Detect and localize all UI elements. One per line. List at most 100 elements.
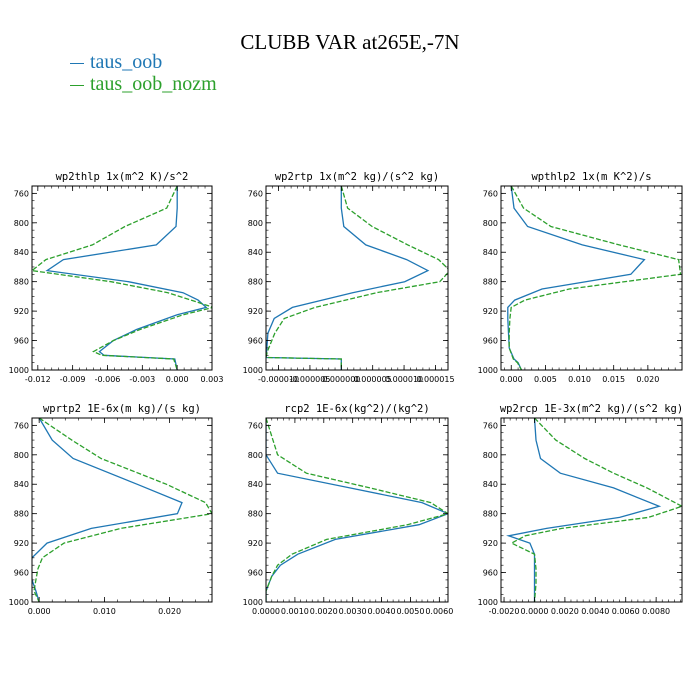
y-tick-label: 960 bbox=[248, 569, 263, 578]
y-tick-label: 1000 bbox=[478, 598, 498, 607]
x-tick-label: 0.000 bbox=[166, 375, 189, 384]
chart-title: wp2rtp 1x(m^2 kg)/(s^2 kg) bbox=[275, 171, 439, 183]
series-line-taus-oob bbox=[32, 418, 183, 602]
x-tick-label: 0.020 bbox=[158, 607, 181, 616]
y-tick-label: 760 bbox=[248, 189, 263, 198]
x-tick-label: 0.010 bbox=[568, 375, 591, 384]
series-line-taus-oob bbox=[507, 186, 646, 370]
x-tick-label: -0.009 bbox=[60, 375, 86, 384]
x-tick-label: -0.003 bbox=[129, 375, 155, 384]
chart-panel-5: wp2rcp 1E-3x(m^2 kg)/(s^2 kg)760 800 840 88… bbox=[478, 403, 684, 616]
x-tick-label: 0.0010 bbox=[281, 607, 309, 616]
chart-panel-3: wprtp2 1E-6x(m kg)/(s kg) 760 800 840 880 920… bbox=[9, 403, 213, 616]
x-tick-label: 0.0060 bbox=[425, 607, 453, 616]
y-tick-label: 920 bbox=[14, 307, 29, 316]
x-tick-label: 0.005 bbox=[534, 375, 557, 384]
legend-item-taus-oob-nozm: taus_oob_nozm bbox=[70, 73, 217, 96]
y-tick-label: 760 bbox=[483, 421, 498, 430]
x-tick-label: -0.0020 bbox=[489, 607, 520, 616]
y-tick-label: 760 bbox=[14, 421, 29, 430]
y-tick-label: 920 bbox=[248, 307, 263, 316]
y-tick-label: 1000 bbox=[243, 366, 263, 375]
chart-title: rcp2 1E-6x(kg^2)/(kg^2) bbox=[284, 403, 429, 415]
x-tick-label: -0.000010 bbox=[258, 375, 299, 384]
x-tick-label: 0.0080 bbox=[642, 607, 670, 616]
x-tick-label: 0.000010 bbox=[385, 375, 423, 384]
y-tick-label: 960 bbox=[248, 337, 263, 346]
y-tick-label: 840 bbox=[483, 480, 498, 489]
series-line-taus-oob bbox=[266, 186, 430, 370]
y-tick-label: 1000 bbox=[243, 598, 263, 607]
y-tick-label: 920 bbox=[483, 307, 498, 316]
legend-label-taus-oob-nozm: taus_oob_nozm bbox=[90, 73, 217, 95]
series-line-taus-oob-nozm bbox=[32, 186, 212, 370]
plot-frame bbox=[500, 417, 683, 603]
chart-panel-2: wpthlp2 1x(m K^2)/s 760 800 840 880 920 960 100… bbox=[478, 171, 683, 384]
chart-title: wp2thlp 1x(m^2 K)/s^2 bbox=[56, 171, 189, 183]
series-line-taus-oob bbox=[506, 418, 662, 602]
y-tick-label: 920 bbox=[248, 539, 263, 548]
legend-label-taus-oob: taus_oob bbox=[90, 51, 163, 73]
chart-panel-0: wp2thlp 1x(m^2 K)/s^2 760 800 840 880 920 960 1… bbox=[9, 171, 224, 384]
y-tick-label: 880 bbox=[483, 510, 498, 519]
figure-title: CLUBB VAR at265E,-7N bbox=[240, 30, 460, 54]
x-tick-label: 0.010 bbox=[93, 607, 116, 616]
x-tick-label: 0.0000 bbox=[252, 607, 280, 616]
y-tick-label: 1000 bbox=[9, 598, 29, 607]
legend-swatch-taus-oob-nozm bbox=[70, 85, 84, 86]
x-tick-label: 0.015 bbox=[602, 375, 625, 384]
y-tick-label: 960 bbox=[483, 337, 498, 346]
chart-panel-1: wp2rtp 1x(m^2 kg)/(s^2 kg) 760 800 840 880 92… bbox=[243, 171, 455, 384]
plot-frame bbox=[265, 417, 449, 603]
legend-swatch-taus-oob bbox=[70, 63, 84, 64]
plot-frame bbox=[500, 185, 683, 371]
series-line-taus-oob bbox=[266, 418, 448, 602]
y-tick-label: 800 bbox=[14, 219, 29, 228]
y-tick-label: 840 bbox=[14, 480, 29, 489]
x-tick-label: 0.0020 bbox=[551, 607, 579, 616]
plot-frame bbox=[265, 185, 449, 371]
y-tick-label: 760 bbox=[483, 189, 498, 198]
chart-title: wp2rcp 1E-3x(m^2 kg)/(s^2 kg) bbox=[500, 403, 683, 415]
series-line-taus-oob-nozm bbox=[266, 186, 448, 370]
x-tick-label: 0.0040 bbox=[581, 607, 609, 616]
x-tick-label: 0.0020 bbox=[310, 607, 338, 616]
x-tick-label: 0.020 bbox=[636, 375, 659, 384]
y-tick-label: 840 bbox=[248, 248, 263, 257]
y-tick-label: 880 bbox=[248, 278, 263, 287]
x-tick-label: 0.0030 bbox=[339, 607, 367, 616]
y-tick-label: 800 bbox=[483, 219, 498, 228]
y-tick-label: 1000 bbox=[9, 366, 29, 375]
y-tick-label: 760 bbox=[14, 189, 29, 198]
chart-panel-4: rcp2 1E-6x(kg^2)/(kg^2) 760 800 840 880 920 96… bbox=[243, 403, 454, 616]
y-tick-label: 920 bbox=[14, 539, 29, 548]
y-tick-label: 880 bbox=[483, 278, 498, 287]
plot-frame bbox=[31, 417, 213, 603]
y-tick-label: 920 bbox=[483, 539, 498, 548]
y-tick-label: 960 bbox=[14, 337, 29, 346]
x-tick-label: 0.0060 bbox=[612, 607, 640, 616]
series-line-taus-oob-nozm bbox=[266, 418, 448, 602]
x-tick-label: 0.000015 bbox=[416, 375, 454, 384]
y-tick-label: 880 bbox=[248, 510, 263, 519]
x-tick-label: 0.000 bbox=[500, 375, 523, 384]
y-tick-label: 880 bbox=[14, 278, 29, 287]
chart-title: wpthlp2 1x(m K^2)/s bbox=[531, 171, 651, 183]
series-line-taus-oob-nozm bbox=[508, 186, 682, 370]
y-tick-label: 800 bbox=[248, 219, 263, 228]
x-tick-label: -0.006 bbox=[95, 375, 121, 384]
series-line-taus-oob-nozm bbox=[510, 418, 682, 602]
legend-item-taus-oob: taus_oob bbox=[70, 51, 162, 74]
y-tick-label: 1000 bbox=[478, 366, 498, 375]
y-tick-label: 800 bbox=[483, 451, 498, 460]
x-tick-label: 0.0000 bbox=[520, 607, 548, 616]
x-tick-label: 0.0040 bbox=[368, 607, 396, 616]
y-tick-label: 880 bbox=[14, 510, 29, 519]
chart-title: wprtp2 1E-6x(m kg)/(s kg) bbox=[43, 403, 201, 415]
y-tick-label: 840 bbox=[483, 248, 498, 257]
x-tick-label: 0.000005 bbox=[354, 375, 392, 384]
y-tick-label: 760 bbox=[248, 421, 263, 430]
y-tick-label: 800 bbox=[14, 451, 29, 460]
x-tick-label: 0.000000 bbox=[322, 375, 360, 384]
